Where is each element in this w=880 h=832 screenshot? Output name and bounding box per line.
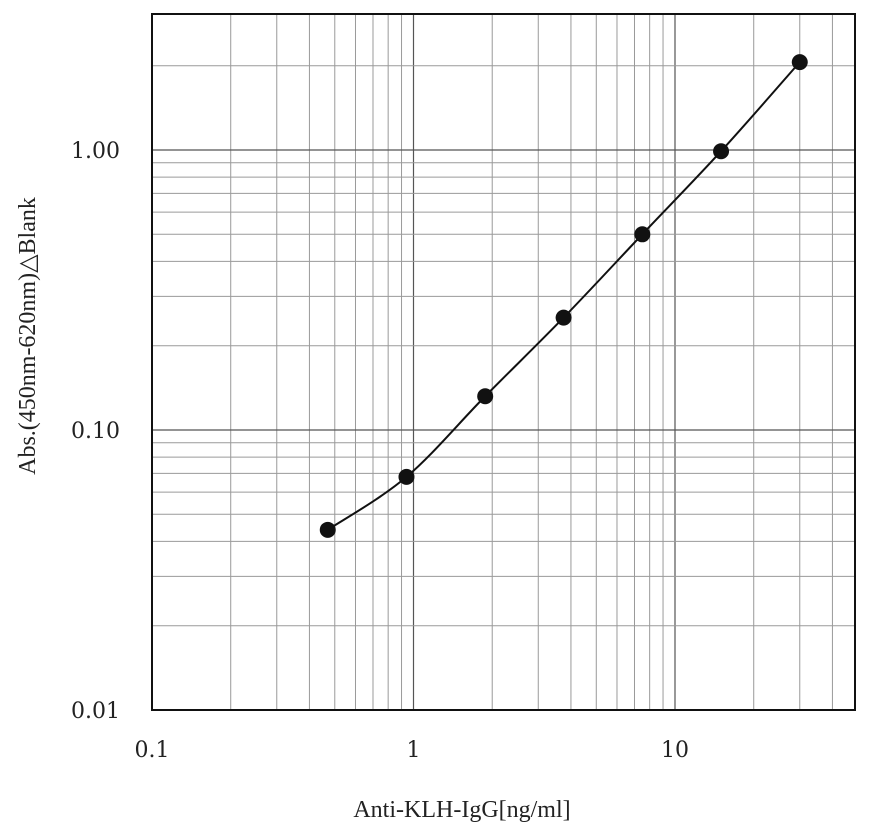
x-tick-label: 1	[407, 738, 421, 763]
y-tick-label: 1.00	[71, 139, 120, 164]
data-point	[634, 226, 651, 243]
grid-lines	[152, 14, 855, 710]
y-tick-label: 0.01	[71, 699, 120, 724]
data-point	[791, 54, 808, 71]
y-tick-label: 0.10	[71, 419, 120, 444]
x-axis-label: Anti-KLH-IgG[ng/ml]	[353, 797, 570, 823]
data-point	[398, 468, 415, 485]
data-point	[477, 388, 494, 405]
data-point	[555, 309, 572, 326]
data-series	[319, 54, 808, 538]
y-tick-labels: 0.01 0.10 1.00	[71, 139, 120, 724]
y-axis-label: Abs.(450nm-620nm)△Blank	[15, 197, 41, 475]
data-point	[319, 521, 336, 538]
x-tick-label: 10	[661, 738, 689, 763]
x-tick-labels: 0.1 1 10	[135, 738, 690, 763]
x-tick-label: 0.1	[135, 738, 170, 763]
data-point	[713, 143, 730, 160]
plot-frame	[151, 13, 856, 711]
